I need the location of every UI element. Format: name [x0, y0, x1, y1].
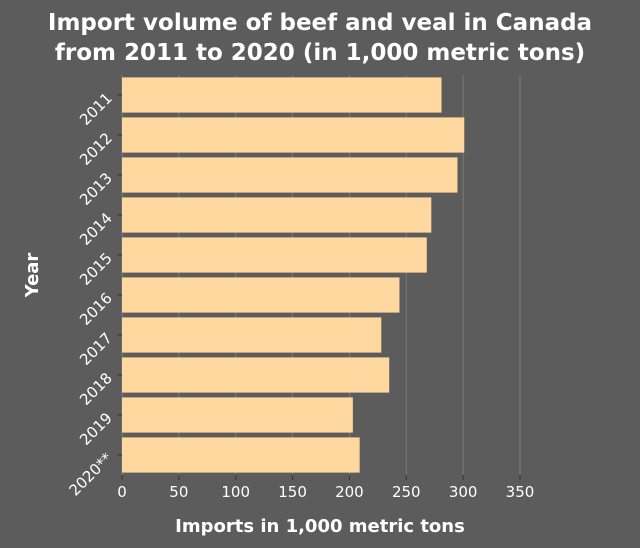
bar — [122, 357, 390, 393]
bar — [122, 237, 427, 273]
x-tick-label: 150 — [278, 483, 307, 501]
y-tick-label: 2014 — [76, 209, 116, 249]
y-tick-label: 2019 — [76, 409, 116, 449]
y-tick-label: 2020** — [65, 449, 116, 500]
bar — [122, 77, 442, 113]
x-tick-label: 100 — [221, 483, 250, 501]
y-axis-label: Year — [22, 253, 43, 299]
y-tick-label: 2015 — [76, 249, 116, 289]
bar — [122, 277, 400, 313]
bar — [122, 317, 382, 353]
x-tick-label: 250 — [392, 483, 421, 501]
x-tick-label: 0 — [117, 483, 127, 501]
x-tick-label: 300 — [449, 483, 478, 501]
y-tick-label: 2011 — [76, 89, 116, 129]
bar — [122, 397, 353, 433]
chart-title-line-1: Import volume of beef and veal in Canada — [48, 10, 592, 36]
x-tick-label: 50 — [169, 483, 188, 501]
y-tick-label: 2018 — [76, 369, 116, 409]
x-tick-label: 350 — [506, 483, 535, 501]
bar — [122, 117, 465, 153]
y-tick-label: 2016 — [76, 289, 116, 329]
bar — [122, 157, 458, 193]
plot-area: 0 50 100 150 200 250 300 3502011201220132014201… — [65, 75, 534, 501]
chart-title-line-2: from 2011 to 2020 (in 1,000 metric tons) — [55, 40, 585, 66]
bar — [122, 197, 432, 233]
y-tick-label: 2017 — [76, 329, 116, 369]
y-tick-label: 2012 — [76, 129, 116, 169]
bar — [122, 437, 360, 473]
x-tick-label: 200 — [335, 483, 364, 501]
y-tick-label: 2013 — [76, 169, 116, 209]
x-axis-label: Imports in 1,000 metric tons — [175, 516, 465, 537]
